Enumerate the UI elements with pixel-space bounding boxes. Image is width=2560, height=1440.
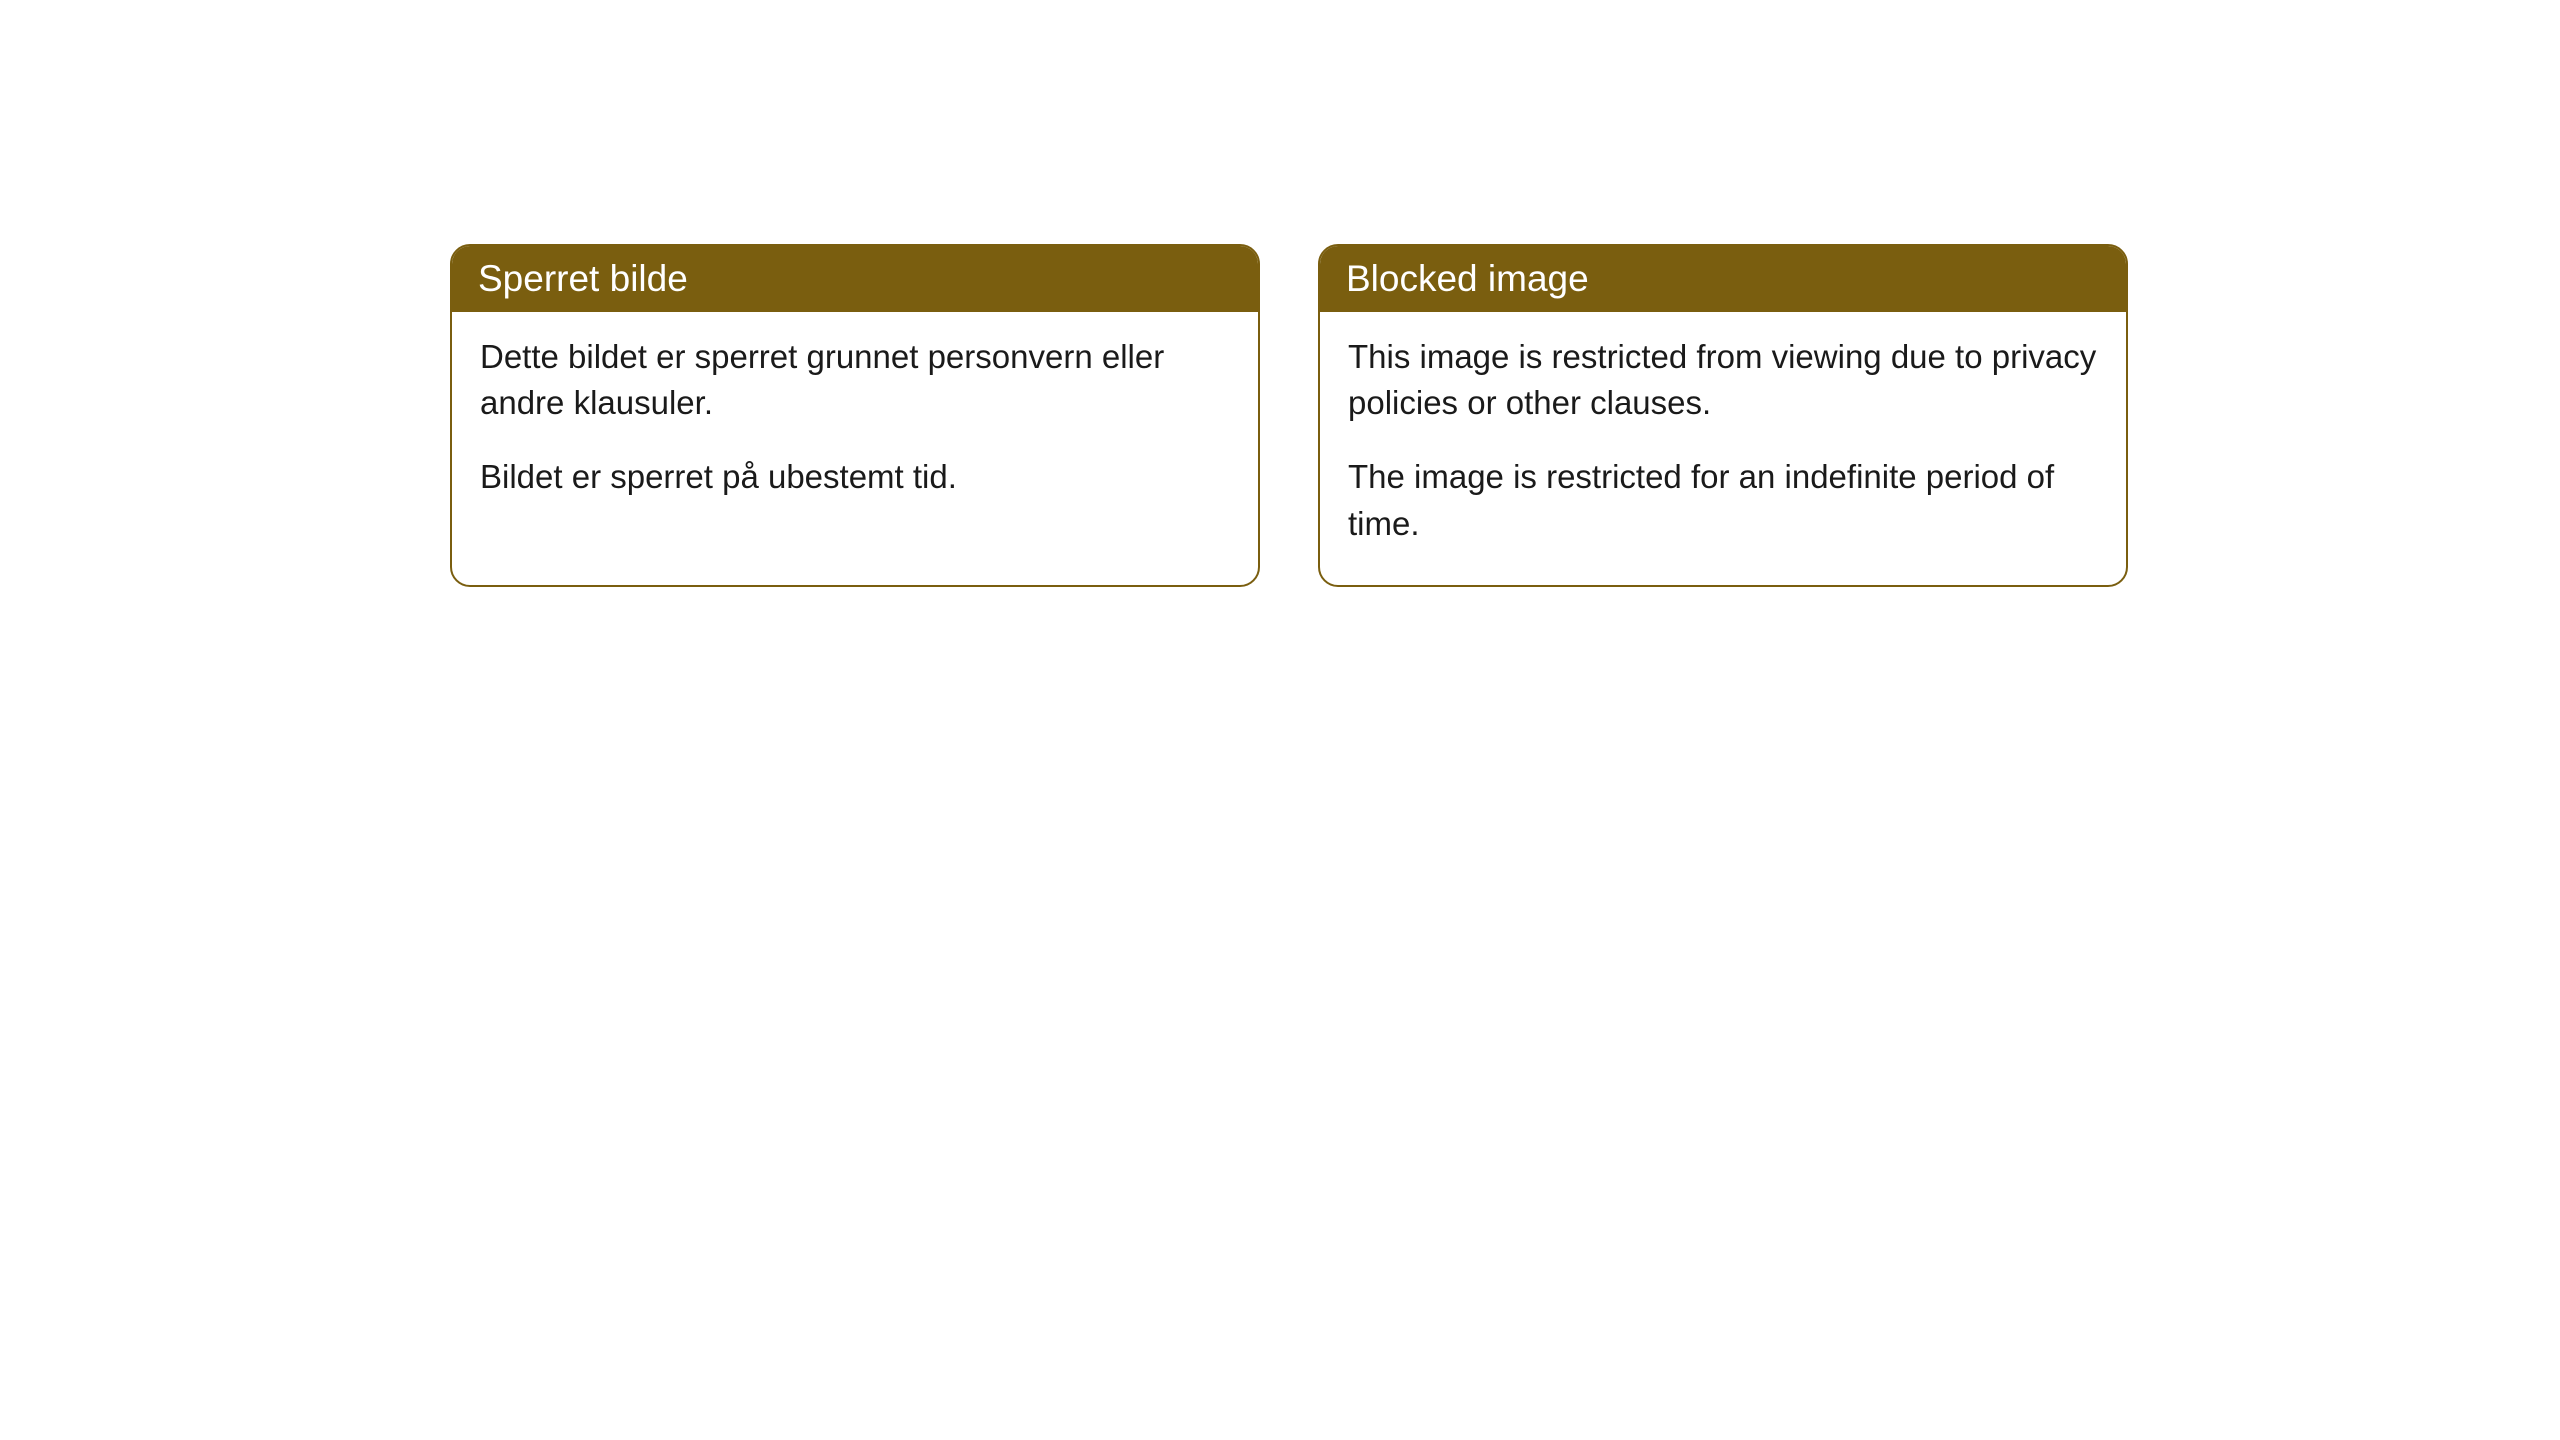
card-norwegian: Sperret bilde Dette bildet er sperret gr… <box>450 244 1260 587</box>
card-body-english: This image is restricted from viewing du… <box>1320 312 2126 585</box>
card-text-english-1: This image is restricted from viewing du… <box>1348 334 2098 426</box>
card-body-norwegian: Dette bildet er sperret grunnet personve… <box>452 312 1258 539</box>
card-header-norwegian: Sperret bilde <box>452 246 1258 312</box>
card-english: Blocked image This image is restricted f… <box>1318 244 2128 587</box>
card-text-english-2: The image is restricted for an indefinit… <box>1348 454 2098 546</box>
card-header-english: Blocked image <box>1320 246 2126 312</box>
card-text-norwegian-1: Dette bildet er sperret grunnet personve… <box>480 334 1230 426</box>
cards-container: Sperret bilde Dette bildet er sperret gr… <box>450 244 2560 587</box>
card-text-norwegian-2: Bildet er sperret på ubestemt tid. <box>480 454 1230 500</box>
